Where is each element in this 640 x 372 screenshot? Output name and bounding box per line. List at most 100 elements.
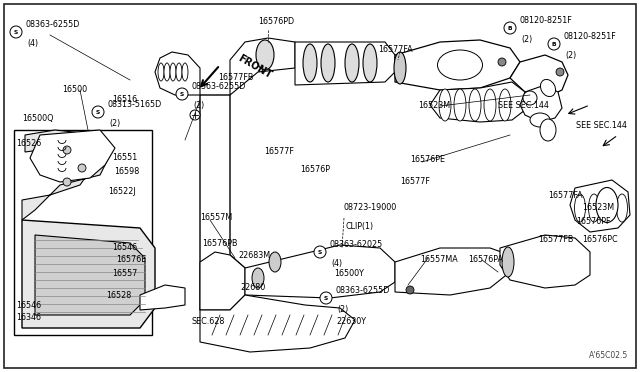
Ellipse shape xyxy=(158,63,164,81)
Ellipse shape xyxy=(454,89,466,121)
Ellipse shape xyxy=(345,44,359,82)
Polygon shape xyxy=(245,245,395,298)
Circle shape xyxy=(498,58,506,66)
Ellipse shape xyxy=(394,52,406,84)
Text: S: S xyxy=(96,109,100,115)
Text: 16576PC: 16576PC xyxy=(582,235,618,244)
Text: (2): (2) xyxy=(109,119,120,128)
Ellipse shape xyxy=(469,89,481,121)
Polygon shape xyxy=(200,252,245,310)
Text: FRONT: FRONT xyxy=(236,53,273,81)
Text: 16577FB: 16577FB xyxy=(538,235,573,244)
Circle shape xyxy=(556,68,564,76)
Polygon shape xyxy=(570,180,630,232)
Ellipse shape xyxy=(363,44,377,82)
Text: 16576P: 16576P xyxy=(300,166,330,174)
Text: 16598: 16598 xyxy=(114,167,140,176)
Text: 16577FB: 16577FB xyxy=(218,74,253,83)
Ellipse shape xyxy=(540,119,556,141)
Text: 16546: 16546 xyxy=(112,244,137,253)
Text: CLIP(1): CLIP(1) xyxy=(346,222,374,231)
Polygon shape xyxy=(520,85,562,122)
Polygon shape xyxy=(200,95,245,310)
Ellipse shape xyxy=(164,63,170,81)
Text: 16557MA: 16557MA xyxy=(420,256,458,264)
Circle shape xyxy=(406,286,414,294)
Polygon shape xyxy=(30,130,115,182)
Text: 16576PB: 16576PB xyxy=(202,240,237,248)
Circle shape xyxy=(63,178,71,186)
Polygon shape xyxy=(22,130,110,220)
Circle shape xyxy=(320,292,332,304)
Circle shape xyxy=(314,246,326,258)
Ellipse shape xyxy=(303,44,317,82)
Circle shape xyxy=(92,106,104,118)
Text: (2): (2) xyxy=(193,101,204,110)
Text: S: S xyxy=(318,250,322,254)
Text: 16523M: 16523M xyxy=(418,102,450,110)
Text: 22680: 22680 xyxy=(240,283,265,292)
Text: 16557: 16557 xyxy=(112,269,138,279)
Text: 16346: 16346 xyxy=(16,314,41,323)
Ellipse shape xyxy=(530,113,550,127)
Circle shape xyxy=(523,91,537,105)
Text: 16576E: 16576E xyxy=(116,256,147,264)
Text: 16576PF: 16576PF xyxy=(576,218,611,227)
Ellipse shape xyxy=(484,89,496,121)
Text: 16551: 16551 xyxy=(112,154,137,163)
Circle shape xyxy=(548,38,560,50)
Text: 08313-5165D: 08313-5165D xyxy=(107,100,161,109)
Text: SEC.628: SEC.628 xyxy=(192,317,225,327)
Ellipse shape xyxy=(438,50,483,80)
Ellipse shape xyxy=(269,252,281,272)
Text: (2): (2) xyxy=(337,305,348,314)
Text: 16546: 16546 xyxy=(16,301,41,311)
Ellipse shape xyxy=(321,44,335,82)
Polygon shape xyxy=(500,235,590,288)
Ellipse shape xyxy=(575,194,586,222)
Ellipse shape xyxy=(256,40,274,70)
Polygon shape xyxy=(35,235,145,315)
Polygon shape xyxy=(510,55,568,98)
Ellipse shape xyxy=(589,194,600,222)
Polygon shape xyxy=(230,38,295,95)
Text: 16523M: 16523M xyxy=(582,203,614,212)
Text: S: S xyxy=(180,92,184,96)
Text: 08363-6255D: 08363-6255D xyxy=(191,82,245,91)
Polygon shape xyxy=(395,40,520,90)
Polygon shape xyxy=(430,82,525,122)
Text: 22683M: 22683M xyxy=(238,250,270,260)
Ellipse shape xyxy=(602,194,614,222)
Text: 22630Y: 22630Y xyxy=(336,317,366,327)
Circle shape xyxy=(504,22,516,34)
Text: B: B xyxy=(552,42,556,46)
Text: 16516: 16516 xyxy=(112,96,137,105)
Ellipse shape xyxy=(540,80,556,97)
Ellipse shape xyxy=(596,187,618,222)
Text: 08363-6255D: 08363-6255D xyxy=(335,286,389,295)
Text: A'65C02.5: A'65C02.5 xyxy=(589,351,628,360)
Polygon shape xyxy=(140,285,185,310)
Text: 16576PE: 16576PE xyxy=(410,155,445,164)
Polygon shape xyxy=(295,42,395,85)
Text: 16528: 16528 xyxy=(106,292,131,301)
Ellipse shape xyxy=(170,63,176,81)
Circle shape xyxy=(10,26,22,38)
Text: (4): (4) xyxy=(27,39,38,48)
Polygon shape xyxy=(200,295,355,352)
Bar xyxy=(14,130,152,335)
Text: 08363-62025: 08363-62025 xyxy=(329,240,382,249)
Text: (2): (2) xyxy=(521,35,532,44)
Circle shape xyxy=(176,88,188,100)
Ellipse shape xyxy=(499,89,511,121)
Text: 16577F: 16577F xyxy=(264,148,294,157)
Polygon shape xyxy=(155,52,200,95)
Ellipse shape xyxy=(502,247,514,277)
Text: 16522J: 16522J xyxy=(108,187,136,196)
Text: 16500Y: 16500Y xyxy=(334,269,364,279)
Text: 16557M: 16557M xyxy=(200,214,232,222)
Text: 08120-8251F: 08120-8251F xyxy=(519,16,572,25)
Text: S: S xyxy=(324,295,328,301)
Ellipse shape xyxy=(176,63,182,81)
Circle shape xyxy=(78,164,86,172)
